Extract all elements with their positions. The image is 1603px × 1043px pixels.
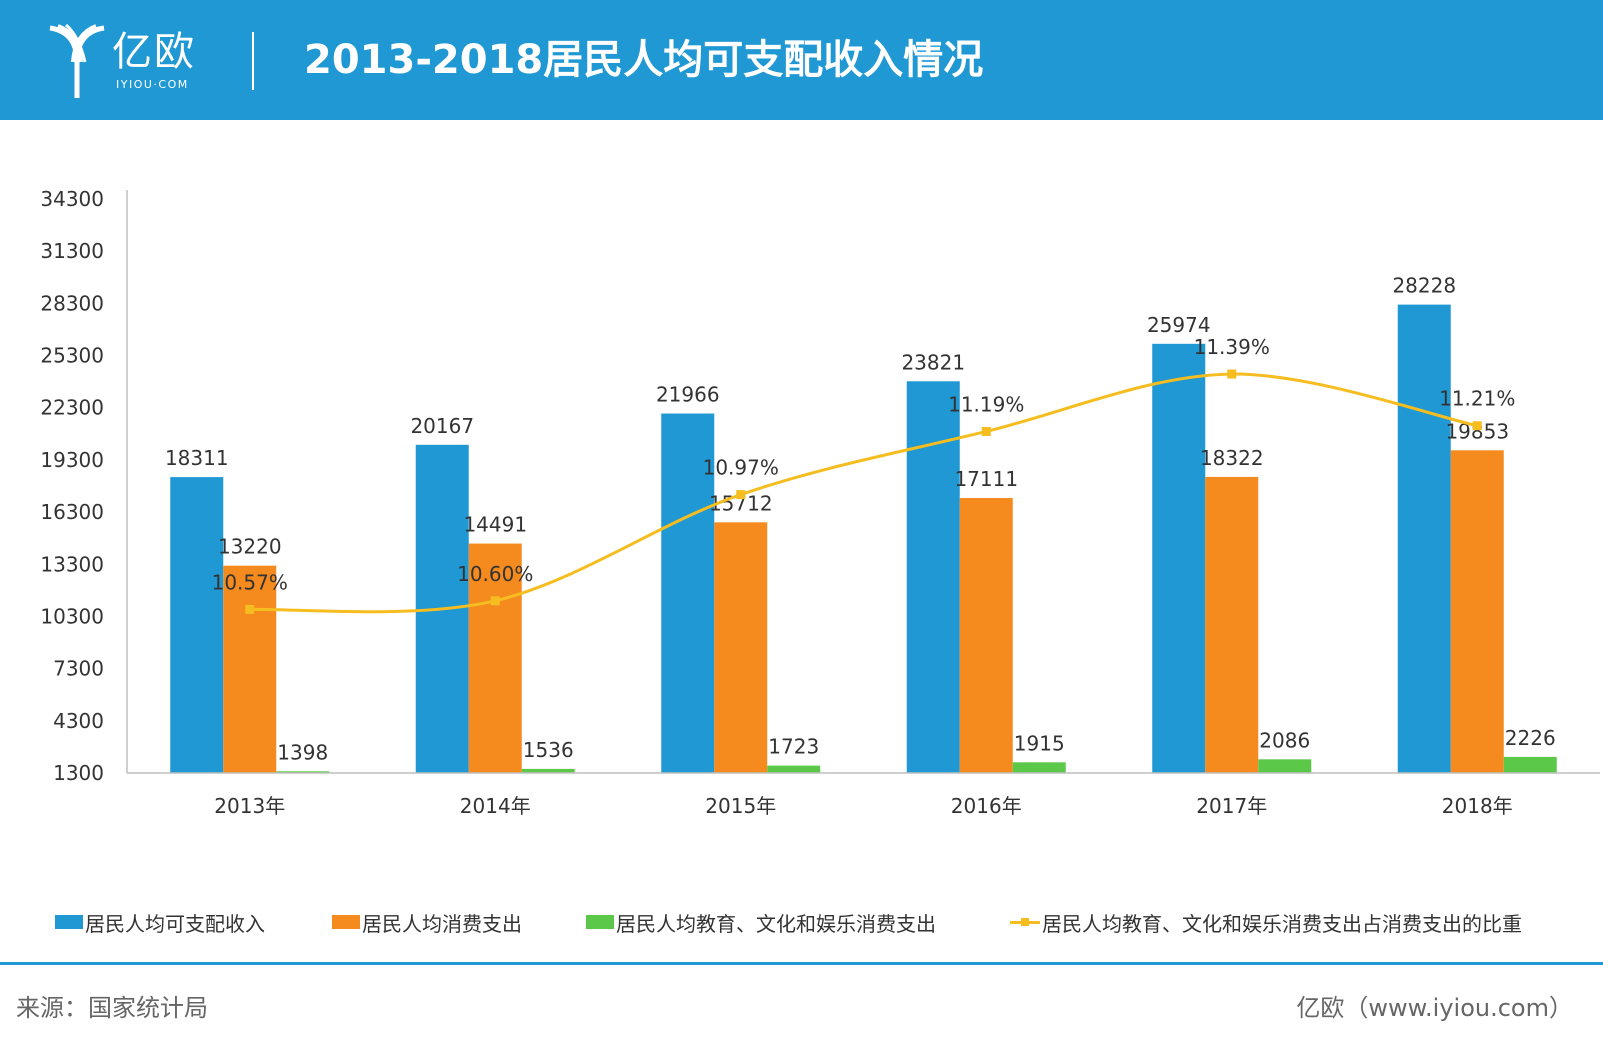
bar-value-label: 25974 [1147,313,1211,337]
bar-education [1012,762,1066,773]
legend-item-consumption: 居民人均消费支出 [332,906,522,938]
y-tick-label: 19300 [40,448,104,472]
page-title: 2013-2018居民人均可支配收入情况 [304,37,984,83]
x-tick-label: 2013年 [214,794,285,818]
chart: 1300 4300 7300 10300 13300 16300 19300 22300 253… [40,187,1600,818]
y-tick-label: 16300 [40,500,104,524]
ratio-point [1472,421,1482,431]
bar-consumption [1205,476,1259,773]
ratio-label: 11.21% [1439,387,1515,411]
ratio-point [490,596,500,606]
legend-item-ratio: 居民人均教育、文化和娱乐消费支出占消费支出的比重 [1010,906,1522,938]
bar-education [276,771,330,773]
y-tick-label: 10300 [40,604,104,628]
x-tick-label: 2018年 [1442,794,1513,818]
legend-label-education: 居民人均教育、文化和娱乐消费支出 [616,911,936,936]
y-tick-label: 4300 [53,709,104,733]
legend-label-income: 居民人均可支配收入 [85,911,265,936]
legend-item-education: 居民人均教育、文化和娱乐消费支出 [586,906,936,938]
logo-subtext: IYIOU·COM [116,78,189,91]
legend-label-consumption: 居民人均消费支出 [362,911,522,936]
bar-income [1152,343,1206,773]
footer-divider [0,962,1603,965]
y-tick-label: 28300 [40,291,104,315]
bar-consumption [959,497,1013,773]
bar-value-label: 18311 [165,446,229,470]
bar-value-label: 23821 [901,350,965,374]
bar-income [661,413,715,773]
bar-value-label: 1723 [768,735,819,759]
y-tick-label: 25300 [40,344,104,368]
ratio-label: 10.60% [457,562,533,586]
y-tick-label: 34300 [40,187,104,211]
x-tick-label: 2014年 [460,794,531,818]
ratio-point [736,490,746,500]
y-tick-label: 31300 [40,239,104,263]
bar-value-label: 21966 [656,383,720,407]
ratio-label: 10.57% [212,570,288,594]
ratio-label: 11.39% [1194,335,1270,359]
legend-label-ratio: 居民人均教育、文化和娱乐消费支出占消费支出的比重 [1042,911,1522,936]
bar-education [767,765,821,773]
bar-value-label: 14491 [463,513,527,537]
bar-value-label: 20167 [410,414,474,438]
source-note: 来源：国家统计局 [16,994,208,1022]
ratio-point [981,426,991,436]
credit-note: 亿欧（www.iyiou.com） [1296,994,1573,1022]
bar-consumption [468,543,522,773]
header-banner: 亿欧 IYIOU·COM 2013-2018居民人均可支配收入情况 [0,0,1603,120]
y-tick-label: 1300 [53,761,104,785]
bar-income [1397,304,1451,773]
bar-income [170,477,224,773]
bar-value-label: 1398 [277,740,328,764]
header-divider [252,32,254,90]
bar-consumption [714,522,768,773]
bar-consumption [1450,450,1504,773]
logo-text: 亿欧 [112,29,196,75]
bar-value-label: 1536 [523,738,574,762]
bar-value-label: 13220 [218,535,282,559]
bar-consumption [223,565,277,773]
bar-value-label: 28228 [1392,274,1456,298]
x-tick-label: 2017年 [1196,794,1267,818]
y-tick-label: 22300 [40,396,104,420]
legend-swatch-ratio [1010,915,1040,929]
legend-swatch-education [586,915,614,929]
bar-value-label: 1915 [1014,731,1065,755]
bar-education [1503,756,1557,773]
bar-value-label: 17111 [954,467,1018,491]
y-tick-label: 13300 [40,552,104,576]
ratio-line [249,372,1478,614]
legend-swatch-consumption [332,915,360,929]
ratio-point [1227,369,1237,379]
iyiou-logo-icon [49,23,105,98]
ratio-label: 11.19% [948,392,1024,416]
ratio-point [245,604,255,614]
bar-value-label: 2086 [1259,728,1310,752]
y-tick-label: 7300 [53,657,104,681]
bar-value-label: 18322 [1200,446,1264,470]
x-tick-label: 2015年 [705,794,776,818]
legend-item-income: 居民人均可支配收入 [55,906,265,938]
chart-legend: 居民人均可支配收入 居民人均消费支出 居民人均教育、文化和娱乐消费支出 居民人均… [0,906,1603,938]
bar-education [521,768,575,773]
ratio-label: 10.97% [703,456,779,480]
bar-value-label: 2226 [1505,726,1556,750]
x-tick-label: 2016年 [951,794,1022,818]
legend-swatch-income [55,915,83,929]
bar-education [1258,759,1312,773]
